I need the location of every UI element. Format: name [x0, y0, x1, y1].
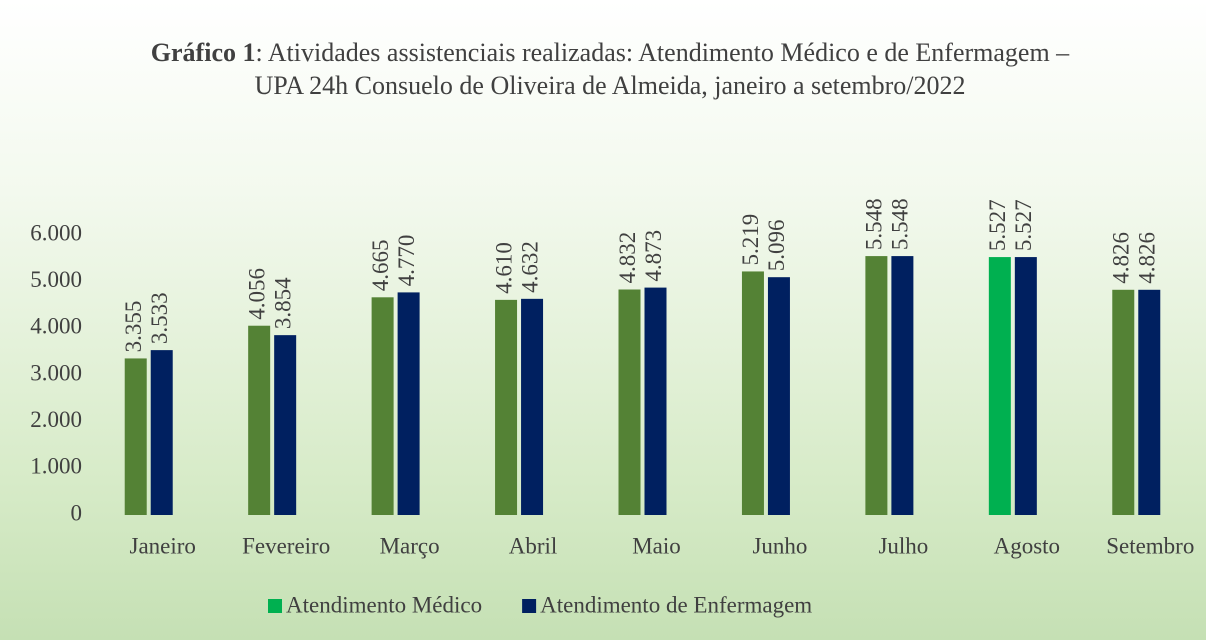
- bar: [371, 297, 394, 515]
- legend-swatch: [268, 599, 282, 613]
- x-tick-label: Julho: [878, 533, 928, 558]
- x-tick-label: Janeiro: [130, 533, 196, 558]
- value-label: 3.355: [121, 301, 146, 353]
- value-label: 4.826: [1109, 232, 1134, 284]
- title-label: Gráfico 1: [150, 38, 256, 67]
- bar: [891, 256, 914, 515]
- value-label: 5.527: [985, 199, 1010, 251]
- value-label: 4.665: [368, 240, 393, 292]
- value-label: 4.056: [244, 268, 269, 320]
- title-text: : Atividades assistenciais realizadas: A…: [254, 38, 1070, 100]
- bar: [865, 256, 888, 515]
- x-tick-label: Agosto: [994, 533, 1060, 558]
- x-tick-label: Maio: [632, 533, 681, 558]
- value-label: 3.854: [270, 277, 295, 329]
- y-tick-label: 6.000: [30, 220, 82, 245]
- bar: [248, 325, 271, 515]
- bar: [988, 257, 1011, 515]
- legend-label: Atendimento Médico: [286, 592, 482, 617]
- y-tick-label: 2.000: [30, 407, 82, 432]
- x-tick-label: Junho: [752, 533, 807, 558]
- bar: [495, 299, 518, 515]
- bar: [521, 298, 544, 515]
- y-tick-label: 3.000: [30, 360, 82, 385]
- y-tick-label: 4.000: [30, 314, 82, 339]
- bar: [741, 271, 764, 515]
- legend-swatch: [522, 599, 537, 613]
- value-label: 4.873: [641, 230, 666, 282]
- bar: [1014, 257, 1037, 515]
- chart-title: Gráfico 1: Atividades assistenciais real…: [140, 36, 1080, 102]
- bar: [397, 292, 420, 515]
- x-tick-label: Março: [380, 533, 440, 558]
- value-label: 3.533: [147, 292, 172, 344]
- value-label: 4.610: [491, 242, 516, 294]
- value-label: 4.632: [517, 241, 542, 293]
- bar: [274, 335, 297, 515]
- value-label: 5.096: [764, 219, 789, 271]
- value-label: 5.219: [738, 214, 763, 266]
- bar: [1112, 289, 1135, 515]
- bar: [767, 277, 790, 515]
- y-tick-label: 0: [71, 500, 83, 525]
- legend-label: Atendimento de Enfermagem: [540, 592, 812, 617]
- y-tick-label: 1.000: [30, 454, 82, 479]
- value-label: 4.826: [1135, 232, 1160, 284]
- x-tick-label: Abril: [509, 533, 558, 558]
- bar: [644, 287, 667, 515]
- x-tick-label: Setembro: [1106, 533, 1194, 558]
- value-label: 4.770: [394, 235, 419, 287]
- value-label: 5.548: [888, 198, 913, 250]
- bar: [1138, 289, 1161, 515]
- bar: [124, 358, 147, 515]
- bar: [150, 350, 173, 515]
- value-label: 5.548: [862, 198, 887, 250]
- value-label: 4.832: [615, 232, 640, 284]
- y-tick-label: 5.000: [30, 267, 82, 292]
- bar: [618, 289, 641, 515]
- x-tick-label: Fevereiro: [242, 533, 330, 558]
- value-label: 5.527: [1011, 199, 1036, 251]
